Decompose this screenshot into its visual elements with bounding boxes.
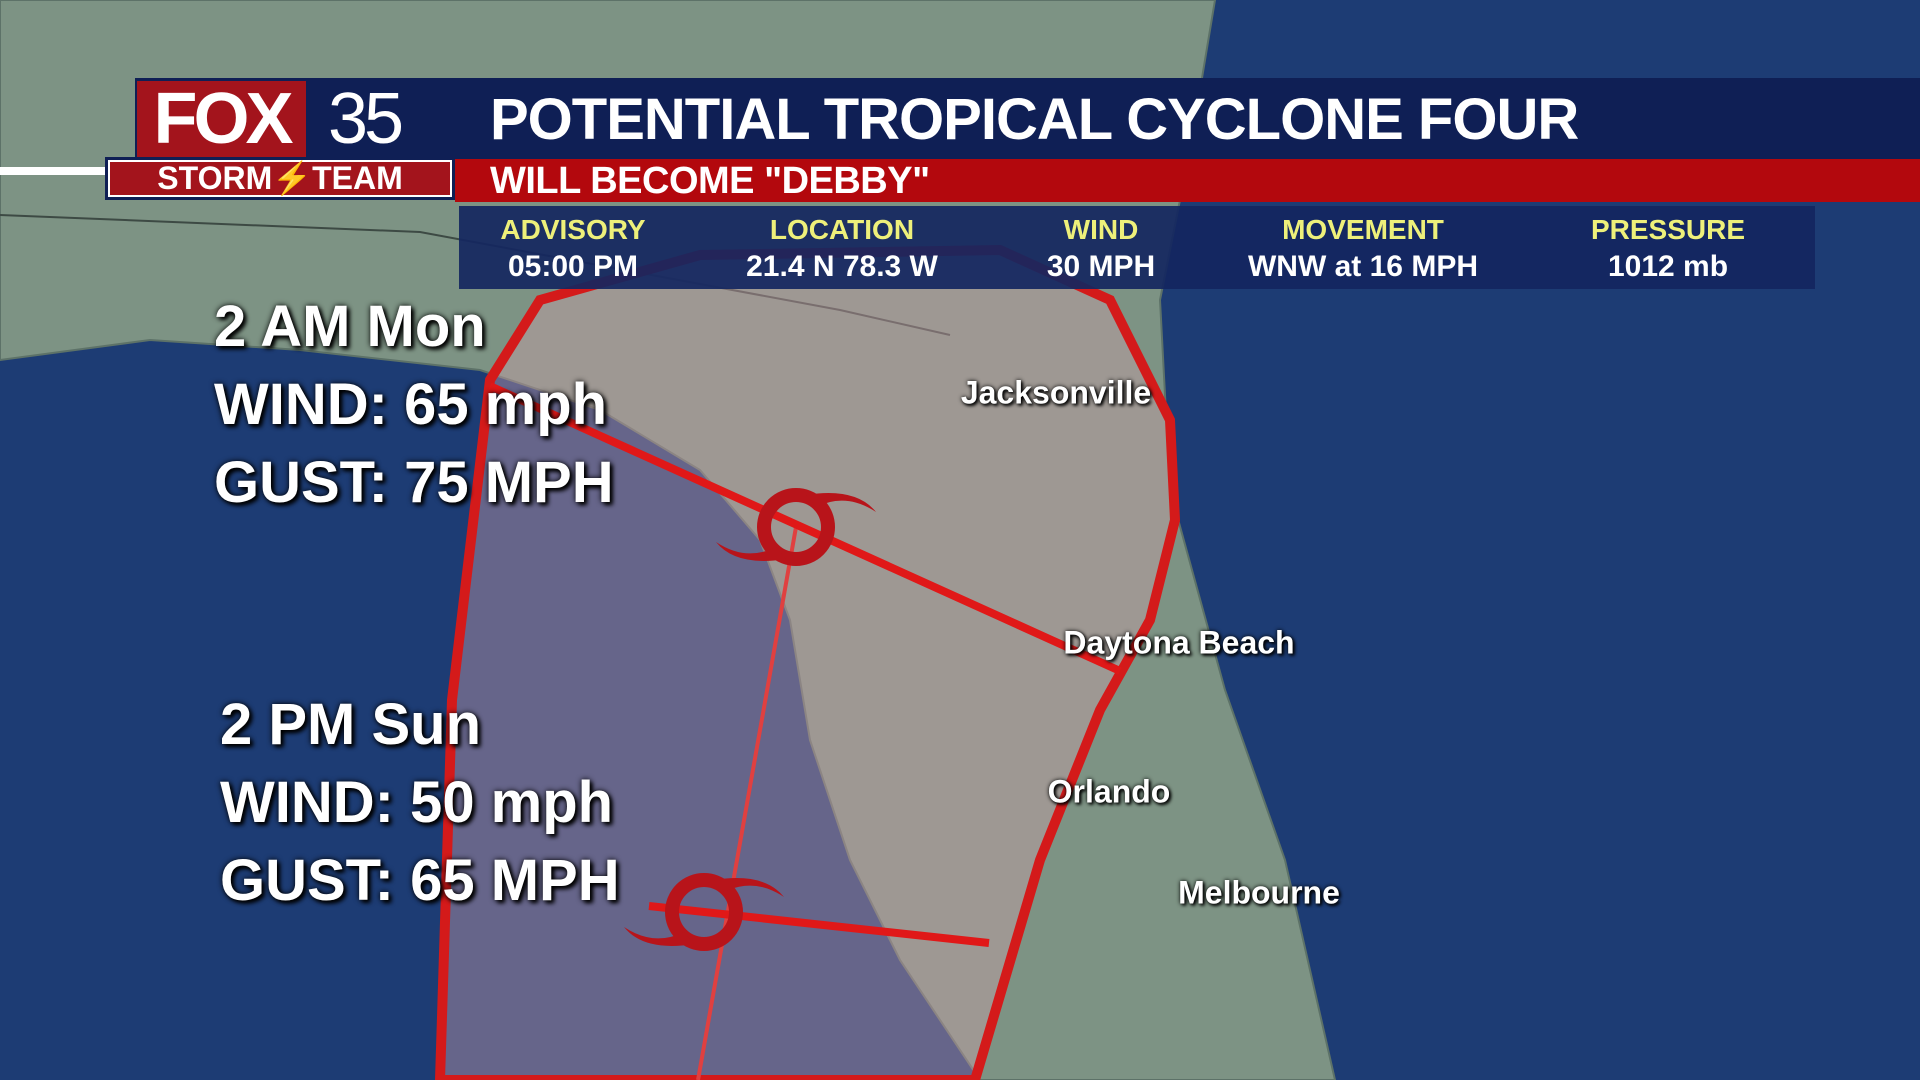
wind-column: WIND 30 MPH — [951, 206, 1251, 284]
forecast-point-2am-mon: 2 AM Mon WIND: 65 mph GUST: 75 MPH — [214, 288, 614, 522]
movement-label: MOVEMENT — [1282, 214, 1444, 245]
track-center-line — [696, 526, 798, 1080]
pressure-column: PRESSURE 1012 mb — [1518, 206, 1818, 284]
logo-line — [0, 167, 105, 175]
city-daytona-beach: Daytona Beach — [1063, 624, 1295, 661]
city-melbourne: Melbourne — [1178, 874, 1340, 911]
forecast-wind: WIND: 50 mph — [220, 770, 614, 835]
channel-35-logo: 35 — [306, 81, 422, 157]
forecast-point-2pm-sun: 2 PM Sun WIND: 50 mph GUST: 65 MPH — [220, 686, 620, 920]
subtitle-bar — [455, 159, 1920, 202]
storm-team-logo: STORM⚡TEAM — [105, 157, 455, 200]
storm-icon — [624, 873, 784, 951]
movement-column: MOVEMENT WNW at 16 MPH — [1213, 206, 1513, 284]
advisory-value: 05:00 PM — [507, 250, 639, 283]
location-label: LOCATION — [769, 214, 915, 245]
advisory-label: ADVISORY — [500, 214, 646, 245]
forecast-time: 2 PM Sun — [220, 692, 482, 757]
header-bar — [135, 78, 1920, 159]
location-column: LOCATION 21.4 N 78.3 W — [692, 206, 992, 284]
track-line-2am-mon — [488, 382, 1122, 675]
movement-value: WNW at 16 MPH — [1247, 250, 1478, 283]
forecast-gust: GUST: 75 MPH — [214, 450, 614, 515]
storm-icon — [716, 488, 876, 566]
fox-logo: FOX — [137, 81, 306, 157]
wind-label: WIND — [1063, 214, 1139, 245]
track-line-2pm-sun — [648, 902, 990, 947]
city-orlando: Orlando — [1047, 773, 1171, 810]
wind-value: 30 MPH — [1046, 250, 1156, 283]
forecast-wind: WIND: 65 mph — [214, 372, 608, 437]
pressure-label: PRESSURE — [1590, 214, 1746, 245]
city-jacksonville: Jacksonville — [960, 374, 1152, 411]
forecast-time: 2 AM Mon — [214, 294, 486, 359]
advisory-panel: ADVISORY 05:00 PM LOCATION 21.4 N 78.3 W W… — [459, 206, 1815, 289]
pressure-value: 1012 mb — [1607, 250, 1729, 283]
location-value: 21.4 N 78.3 W — [746, 250, 938, 283]
forecast-gust: GUST: 65 MPH — [220, 848, 620, 913]
page-title: POTENTIAL TROPICAL CYCLONE FOUR — [490, 87, 1579, 152]
advisory-column: ADVISORY 05:00 PM — [423, 206, 723, 284]
forecast-cone — [434, 244, 1181, 1080]
page-subtitle: WILL BECOME "DEBBY" — [490, 160, 930, 202]
